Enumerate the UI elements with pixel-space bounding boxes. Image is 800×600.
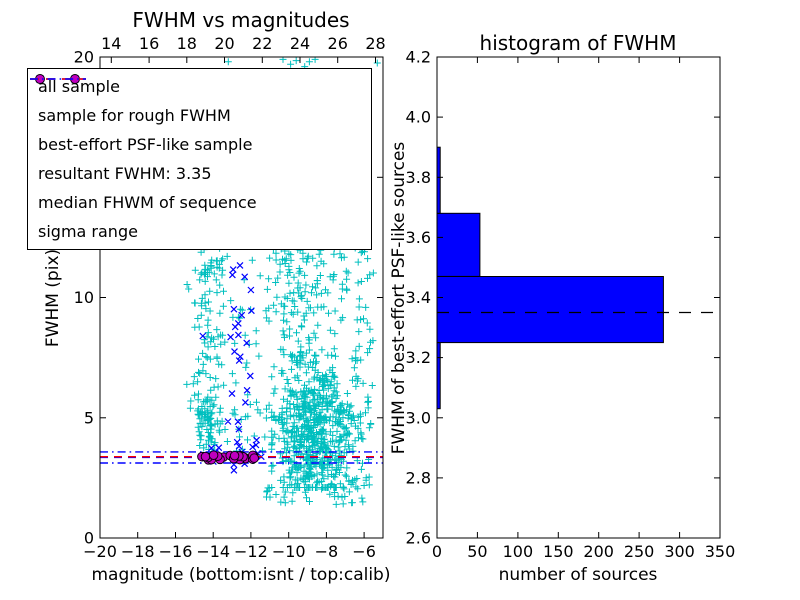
xtick-label-hist: 200 — [583, 542, 614, 561]
hist-bar — [437, 146, 441, 214]
left-plot — [100, 57, 383, 508]
right-plot-data — [437, 146, 720, 410]
ytick-label-left: 10 — [74, 288, 94, 307]
xtick-label-top: 28 — [365, 34, 385, 53]
xtick-label-bottom: −14 — [196, 542, 230, 561]
xtick-label-top: 26 — [328, 34, 348, 53]
ytick-label-hist: 3.6 — [406, 228, 431, 247]
xtick-label-top: 18 — [177, 34, 197, 53]
xtick-label-hist: 100 — [503, 542, 534, 561]
xtick-label-hist: 150 — [543, 542, 574, 561]
xtick-label-bottom: −10 — [272, 542, 306, 561]
scatter-psf-like — [197, 450, 259, 465]
xtick-label-bottom: −20 — [83, 542, 117, 561]
legend-label: sample for rough FWHM — [38, 106, 231, 125]
ytick-label-left: 5 — [84, 408, 94, 427]
xtick-label-bottom: −16 — [159, 542, 193, 561]
xtick-label-top: 24 — [290, 34, 310, 53]
legend-item-rough-fwhm: sample for rough FWHM — [28, 75, 371, 130]
ytick-label-hist: 3.4 — [406, 288, 431, 307]
xtick-label-top: 22 — [252, 34, 272, 53]
ytick-label-left: 20 — [74, 48, 94, 67]
legend: all sample sample for rough FWHM best-ef… — [27, 68, 372, 250]
hist-bar — [437, 212, 481, 277]
psf-like-point — [249, 453, 259, 463]
legend-label: best-effort PSF-like sample — [38, 135, 253, 154]
right-plot-ylabel: FWHM of best-effort PSF-like sources — [389, 142, 409, 455]
left-plot-title: FWHM vs magnitudes — [132, 8, 349, 32]
ytick-label-hist: 3.8 — [406, 168, 431, 187]
ytick-label-hist: 3.2 — [406, 348, 431, 367]
left-plot-ylabel: FWHM (pix) — [43, 249, 63, 347]
psf-like-point — [200, 451, 211, 462]
xtick-label-bottom: −8 — [315, 542, 339, 561]
ytick-label-hist: 2.8 — [406, 468, 431, 487]
xtick-label-bottom: −18 — [121, 542, 155, 561]
xtick-label-bottom: −6 — [352, 542, 376, 561]
xtick-label-hist: 0 — [432, 542, 442, 561]
ytick-label-hist: 4.2 — [406, 48, 431, 67]
xtick-label-top: 16 — [139, 34, 159, 53]
legend-marker-circle-icon — [35, 74, 80, 84]
legend-item-resultant-fwhm: resultant FWHM: 3.35 — [28, 78, 371, 188]
ytick-label-hist: 2.6 — [406, 529, 431, 548]
left-plot-xlabel: magnitude (bottom:isnt / top:calib) — [92, 565, 391, 585]
ytick-label-left: 0 — [84, 529, 94, 548]
legend-item-sigma-range: sigma range — [28, 78, 371, 246]
psf-like-point — [229, 450, 240, 461]
xtick-label-hist: 350 — [705, 542, 736, 561]
xtick-label-hist: 300 — [664, 542, 695, 561]
right-plot-title: histogram of FWHM — [480, 31, 677, 55]
right-plot-xlabel: number of sources — [499, 565, 658, 585]
ytick-label-hist: 3.0 — [406, 408, 431, 427]
xtick-label-bottom: −12 — [234, 542, 268, 561]
legend-label: resultant FWHM: 3.35 — [38, 164, 212, 183]
right-plot — [437, 146, 720, 410]
legend-item-psf-like: best-effort PSF-like sample — [28, 74, 371, 159]
axis-ticks-and-labels: −20 −18 −16 −14 −12 −10 −8 −6 14 16 18 20 22 24 26 28 0 5… — [74, 34, 736, 561]
legend-item-median-fhwm: median FHWM of sequence — [28, 78, 371, 217]
hist-bar — [437, 276, 664, 344]
legend-label: all sample — [38, 77, 120, 96]
xtick-label-hist: 50 — [467, 542, 487, 561]
xtick-label-hist: 250 — [624, 542, 655, 561]
xtick-label-top: 20 — [214, 34, 234, 53]
render-layer: −20 −18 −16 −14 −12 −10 −8 −6 14 16 18 20 22 24 26 28 0 5… — [74, 34, 736, 561]
xtick-label-top: 14 — [101, 34, 121, 53]
ytick-label-hist: 4.0 — [406, 108, 431, 127]
legend-marker-dashdot-line-icon — [30, 78, 86, 80]
legend-label: sigma range — [38, 222, 138, 241]
legend-label: median FHWM of sequence — [38, 193, 257, 212]
psf-like-point — [208, 450, 219, 460]
